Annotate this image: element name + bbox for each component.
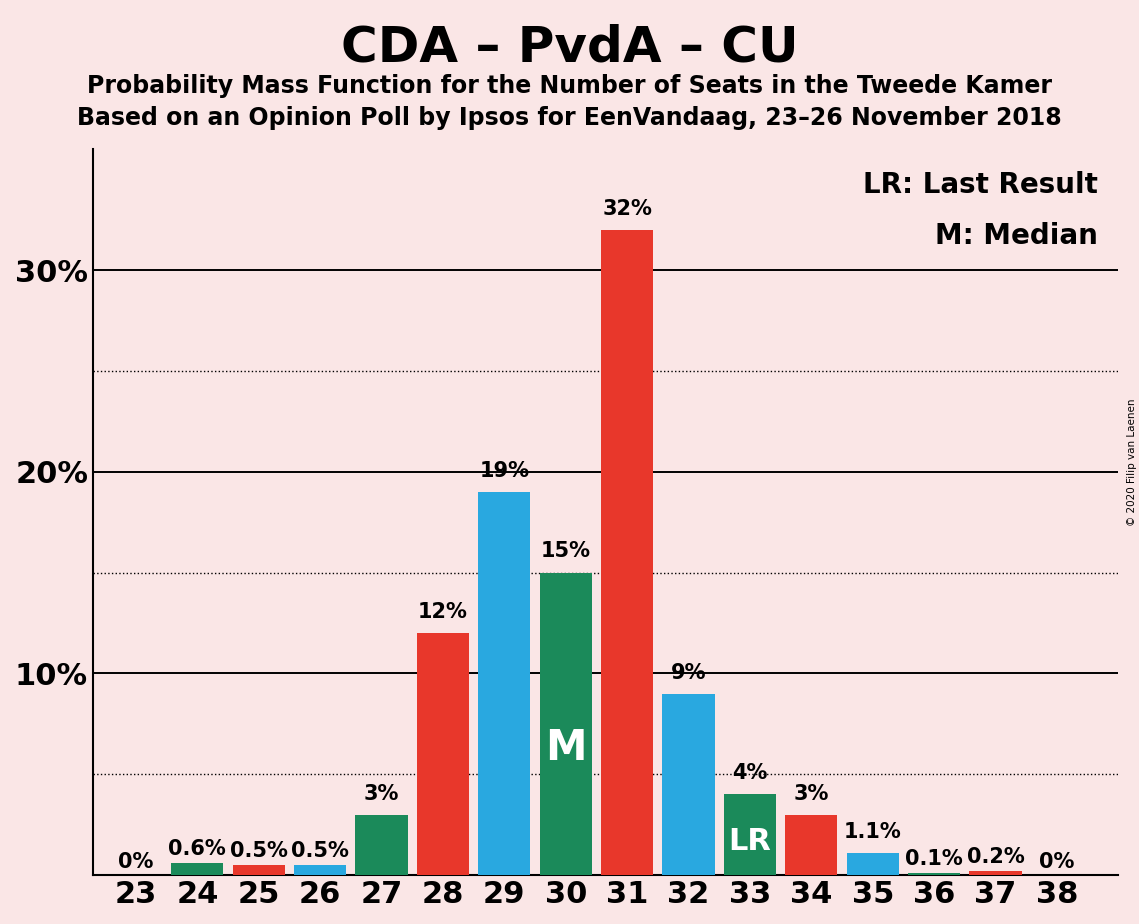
- Bar: [540, 573, 592, 875]
- Bar: [478, 492, 531, 875]
- Bar: [785, 815, 837, 875]
- Bar: [171, 863, 223, 875]
- Bar: [417, 633, 469, 875]
- Text: 0.6%: 0.6%: [169, 839, 227, 859]
- Text: 0.5%: 0.5%: [292, 842, 349, 861]
- Bar: [663, 694, 714, 875]
- Text: 3%: 3%: [794, 784, 829, 804]
- Text: 32%: 32%: [603, 199, 652, 219]
- Text: CDA – PvdA – CU: CDA – PvdA – CU: [341, 23, 798, 71]
- Bar: [601, 230, 654, 875]
- Text: LR: Last Result: LR: Last Result: [863, 171, 1098, 199]
- Text: Based on an Opinion Poll by Ipsos for EenVandaag, 23–26 November 2018: Based on an Opinion Poll by Ipsos for Ee…: [77, 106, 1062, 130]
- Bar: [355, 815, 408, 875]
- Text: M: Median: M: Median: [935, 222, 1098, 249]
- Text: 0.2%: 0.2%: [967, 847, 1024, 868]
- Text: 4%: 4%: [732, 763, 768, 784]
- Text: 1.1%: 1.1%: [844, 821, 902, 842]
- Bar: [846, 853, 899, 875]
- Bar: [294, 865, 346, 875]
- Bar: [232, 865, 285, 875]
- Text: M: M: [544, 727, 587, 769]
- Text: 3%: 3%: [363, 784, 400, 804]
- Text: 0%: 0%: [118, 852, 154, 871]
- Text: © 2020 Filip van Laenen: © 2020 Filip van Laenen: [1126, 398, 1137, 526]
- Text: 0%: 0%: [1039, 852, 1074, 871]
- Bar: [723, 795, 776, 875]
- Text: 9%: 9%: [671, 663, 706, 683]
- Bar: [969, 871, 1022, 875]
- Text: 15%: 15%: [541, 541, 591, 562]
- Text: LR: LR: [729, 827, 771, 856]
- Text: 12%: 12%: [418, 602, 468, 622]
- Text: 0.1%: 0.1%: [906, 849, 962, 869]
- Text: 19%: 19%: [480, 461, 530, 480]
- Bar: [908, 873, 960, 875]
- Text: 0.5%: 0.5%: [230, 842, 288, 861]
- Text: Probability Mass Function for the Number of Seats in the Tweede Kamer: Probability Mass Function for the Number…: [87, 74, 1052, 98]
